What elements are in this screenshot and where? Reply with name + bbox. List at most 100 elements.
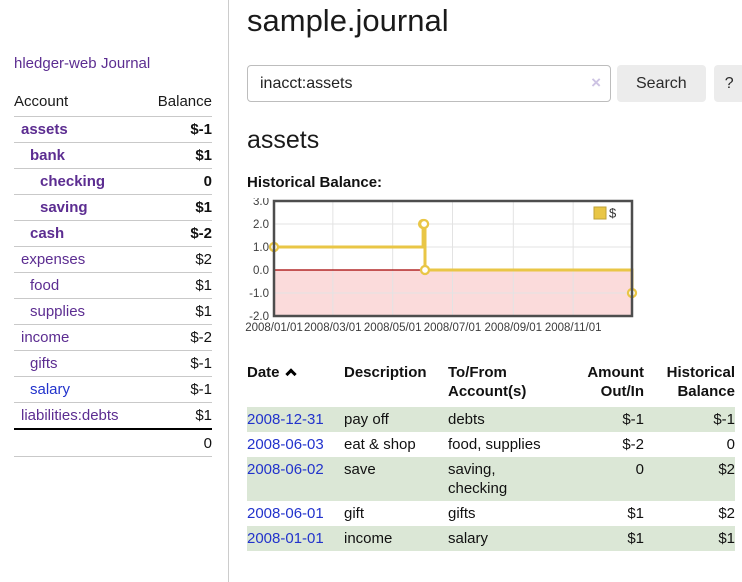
svg-text:2008/07/01: 2008/07/01	[424, 322, 482, 334]
account-heading: assets	[247, 126, 320, 154]
search-row: × Search ?	[247, 65, 742, 102]
transaction-accounts: gifts	[448, 505, 476, 522]
sidebar: hledger-web Journal Account Balance asse…	[0, 0, 229, 582]
account-row: bank $1	[14, 143, 212, 169]
account-link[interactable]: checking	[40, 173, 106, 190]
page-title: sample.journal	[247, 3, 449, 38]
account-link[interactable]: liabilities:debts	[21, 407, 119, 424]
account-row: assets $-1	[14, 117, 212, 143]
search-input[interactable]	[247, 65, 611, 102]
account-row: cash $-2	[14, 221, 212, 247]
help-button[interactable]: ?	[713, 65, 742, 102]
transaction-balance: $2	[718, 461, 735, 478]
transaction-amount: 0	[635, 461, 644, 478]
transaction-date-link[interactable]: 2008-01-01	[247, 530, 324, 547]
journal-link[interactable]: Journal	[101, 55, 151, 72]
transaction-amount: $1	[627, 530, 644, 547]
register-body: 2008-12-31 pay off debts $-1 $-1 2008-06-03 ea…	[247, 407, 735, 551]
svg-text:2008/11/01: 2008/11/01	[545, 322, 602, 334]
svg-text:2008/03/01: 2008/03/01	[304, 322, 362, 334]
register-row: 2008-12-31 pay off debts $-1 $-1	[247, 407, 735, 432]
main-content: sample.journal × Search ? assets Histori…	[229, 0, 742, 582]
app-title-link[interactable]: hledger-web	[14, 55, 97, 72]
account-balance: $1	[195, 147, 212, 164]
transaction-date-link[interactable]: 2008-06-02	[247, 461, 324, 478]
register-header-row: Date Description To/From Account(s) Amount Ou…	[247, 361, 735, 407]
search-field-wrap: ×	[247, 65, 611, 102]
register-row: 2008-06-02 save saving, checking 0 $2	[247, 457, 735, 501]
clear-search-icon[interactable]: ×	[591, 73, 601, 92]
account-link[interactable]: salary	[30, 381, 71, 398]
transaction-date-link[interactable]: 2008-12-31	[247, 411, 324, 428]
transaction-accounts: saving, checking	[448, 461, 508, 497]
transaction-date-link[interactable]: 2008-06-01	[247, 505, 324, 522]
account-balance: $-2	[190, 329, 212, 346]
svg-text:-2.0: -2.0	[249, 311, 269, 323]
accounts-column-balance: Balance	[157, 93, 212, 110]
transaction-balance: $-1	[713, 411, 735, 428]
account-link[interactable]: assets	[21, 121, 68, 138]
svg-text:2008/05/01: 2008/05/01	[364, 322, 422, 334]
account-balance: $1	[195, 303, 212, 320]
account-row: saving $1	[14, 195, 212, 221]
transaction-balance: 0	[726, 436, 735, 453]
transaction-accounts: salary	[448, 530, 489, 547]
transaction-description: pay off	[344, 411, 389, 428]
account-balance: $1	[195, 407, 212, 424]
svg-text:0.0: 0.0	[253, 265, 269, 277]
account-link[interactable]: cash	[30, 225, 65, 242]
svg-text:-1.0: -1.0	[249, 288, 269, 300]
account-row: liabilities:debts $1	[14, 403, 212, 429]
accounts-table: Account Balance assets $-1 bank $1 checking 0…	[14, 90, 212, 457]
account-balance: $-1	[190, 121, 212, 138]
transaction-accounts: food, supplies	[448, 436, 541, 453]
svg-text:1.0: 1.0	[253, 242, 269, 254]
balance-chart: $3.0 2.0 1.0 0.0 -1.0 -2.0 2008/01/01 2008/03/0…	[244, 196, 742, 345]
account-row: income $-2	[14, 325, 212, 351]
transaction-balance: $1	[718, 530, 735, 547]
register-column-header[interactable]: To/From Account(s)	[448, 364, 527, 400]
account-link[interactable]: supplies	[30, 303, 86, 320]
accounts-header-row: Account Balance	[14, 90, 212, 117]
account-balance: $-1	[190, 381, 212, 398]
transaction-date-link[interactable]: 2008-06-03	[247, 436, 324, 453]
transaction-amount: $-1	[622, 411, 644, 428]
account-balance: $-1	[190, 355, 212, 372]
transaction-description: income	[344, 530, 393, 547]
transaction-accounts: debts	[448, 411, 485, 428]
transaction-description: eat & shop	[344, 436, 416, 453]
account-balance: $1	[195, 199, 212, 216]
register-column-header[interactable]: Description	[344, 364, 427, 381]
register-table: Date Description To/From Account(s) Amount Ou…	[247, 361, 735, 551]
register-row: 2008-01-01 income salary $1 $1	[247, 526, 735, 551]
svg-text:2.0: 2.0	[253, 219, 269, 231]
account-row: salary $-1	[14, 377, 212, 403]
account-link[interactable]: saving	[40, 199, 88, 216]
transaction-amount: $1	[627, 505, 644, 522]
account-link[interactable]: bank	[30, 147, 66, 164]
account-balance: $-2	[190, 225, 212, 242]
account-link[interactable]: expenses	[21, 251, 86, 268]
svg-text:2008/01/01: 2008/01/01	[245, 322, 303, 334]
register-column-header[interactable]: Historical Balance	[666, 364, 735, 400]
svg-text:2008/09/01: 2008/09/01	[485, 322, 543, 334]
search-button[interactable]: Search	[617, 65, 706, 102]
account-link[interactable]: food	[30, 277, 60, 294]
register-column-header[interactable]: Date	[247, 361, 344, 407]
account-balance: 0	[203, 173, 212, 190]
account-balance: $2	[195, 251, 212, 268]
register-column-header[interactable]: Amount Out/In	[587, 364, 644, 400]
chart-title: Historical Balance:	[247, 174, 383, 191]
transaction-description: save	[344, 461, 376, 478]
account-row: supplies $1	[14, 299, 212, 325]
register-row: 2008-06-01 gift gifts $1 $2	[247, 501, 735, 526]
accounts-total-row: 0	[14, 429, 212, 457]
account-link[interactable]: gifts	[30, 355, 58, 372]
svg-text:3.0: 3.0	[253, 198, 269, 208]
accounts-column-account: Account	[14, 93, 69, 110]
sort-asc-icon	[284, 368, 297, 380]
transaction-balance: $2	[718, 505, 735, 522]
account-link[interactable]: income	[21, 329, 70, 346]
accounts-body: assets $-1 bank $1 checking 0 saving $1 cash $-2 e…	[14, 117, 212, 429]
